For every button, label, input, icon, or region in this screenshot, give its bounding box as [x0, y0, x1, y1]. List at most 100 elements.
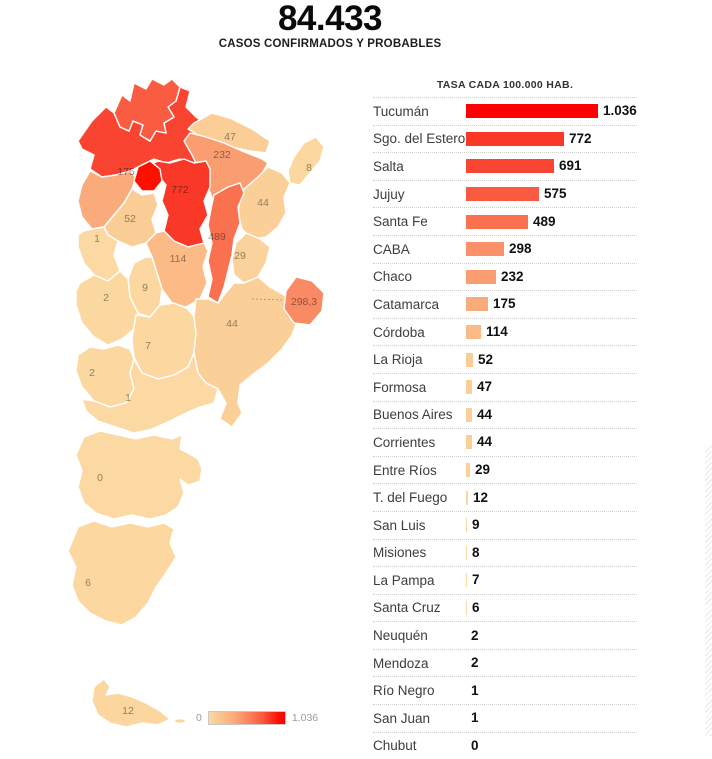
table-row: Formosa 47	[373, 372, 637, 401]
table-row: Jujuy 575	[373, 179, 637, 208]
rate-bar	[466, 352, 473, 367]
legend-min-label: 0	[196, 712, 202, 724]
table-row: Córdoba 114	[373, 317, 637, 346]
color-scale-legend: 0 1.036	[196, 711, 318, 725]
rate-value: 175	[493, 296, 516, 312]
table-row: La Rioja 52	[373, 345, 637, 373]
map-value-label-catamarca: 175	[117, 166, 135, 178]
province-label: Tucumán	[373, 103, 429, 119]
province-label: Santa Fe	[373, 214, 428, 230]
table-row: San Juan 1	[373, 704, 637, 732]
table-row: Sgo. del Estero 772	[373, 124, 637, 153]
rate-value: 52	[478, 351, 494, 367]
legend-gradient-bar	[207, 711, 286, 725]
rate-bar	[466, 518, 467, 533]
rate-value: 12	[473, 489, 489, 505]
rate-bar	[466, 242, 504, 257]
map-province-mendoza[interactable]	[75, 270, 139, 346]
province-label: San Juan	[373, 710, 431, 726]
map-value-label-sanjuan: 1	[94, 233, 100, 245]
total-cases-title: 84.433	[277, 0, 383, 38]
table-row: CABA 298	[373, 234, 637, 263]
rate-value: 1	[471, 682, 479, 698]
province-label: La Pampa	[373, 572, 435, 588]
rate-bar	[466, 490, 468, 505]
rate-bar	[466, 214, 528, 229]
rate-value: 6	[472, 599, 480, 615]
map-province-tdf[interactable]	[91, 678, 171, 728]
table-row: Tucumán 1.036	[373, 97, 637, 125]
table-row: Misiones 8	[373, 538, 637, 567]
map-province-tucuman[interactable]	[133, 160, 163, 192]
rate-value: 772	[569, 130, 592, 146]
map-province-entrerios[interactable]	[231, 232, 271, 284]
rate-bar	[466, 269, 496, 284]
rate-bar	[466, 325, 481, 340]
map-province-rionegro[interactable]	[81, 352, 219, 434]
province-label: Catamarca	[373, 296, 440, 312]
map-value-label-larioja: 52	[124, 213, 136, 225]
map-value-label-rionegro: 1	[125, 392, 131, 404]
rate-bar	[466, 407, 472, 422]
table-row: Chaco 232	[373, 262, 637, 291]
province-label: Entre Ríos	[373, 462, 437, 478]
map-value-label-chaco: 232	[213, 149, 231, 161]
province-label: Río Negro	[373, 683, 435, 699]
rate-bar	[466, 187, 539, 202]
province-label: La Rioja	[373, 352, 423, 368]
rate-bar	[466, 545, 467, 560]
map-value-label-neuquen: 2	[89, 367, 95, 379]
rate-value: 8	[472, 544, 480, 560]
rate-value: 114	[486, 324, 508, 340]
rate-value: 47	[477, 379, 493, 395]
province-label: Jujuy	[373, 186, 405, 202]
map-value-label-corrientes: 44	[257, 197, 269, 209]
rate-value: 232	[501, 268, 524, 284]
map-value-label-buenosaires: 44	[226, 318, 238, 330]
map-province-chubut[interactable]	[75, 430, 203, 520]
map-province-santiago[interactable]	[145, 158, 211, 248]
rate-value: 0	[471, 737, 479, 753]
map-province-santafe[interactable]	[207, 182, 245, 304]
table-row: Entre Ríos 29	[373, 455, 637, 484]
map-value-label-caba: 298,3	[291, 296, 317, 308]
table-row: Mendoza 2	[373, 648, 637, 677]
rate-bar	[466, 600, 467, 615]
rate-value: 2	[471, 627, 479, 643]
map-province-jujuy[interactable]	[113, 78, 181, 142]
province-label: Córdoba	[373, 324, 425, 340]
rate-bar	[466, 573, 467, 588]
map-value-label-santiago: 772	[171, 184, 189, 196]
rate-bar-chart: Tucumán 1.036 Sgo. del Estero 772 Salta 691 Ju…	[373, 97, 637, 759]
map-province-larioja[interactable]	[103, 188, 159, 248]
map-value-label-sanluis: 9	[142, 282, 148, 294]
rate-bar	[466, 159, 554, 174]
province-label: Chubut	[373, 738, 417, 754]
map-province-caba[interactable]	[283, 276, 325, 326]
province-label: Sgo. del Estero	[373, 131, 466, 147]
rate-value: 489	[533, 213, 556, 229]
rate-bar	[466, 104, 598, 119]
province-label: Formosa	[373, 379, 427, 395]
table-row: Santa Fe 489	[373, 207, 637, 235]
argentina-choropleth-map: 298,3 47 232 8 175 772 44 52 1 489 29 114 9 2 7 44 2 1 0 6 1…	[30, 75, 330, 735]
background-hatching	[705, 446, 712, 736]
table-row: Santa Cruz 6	[373, 593, 637, 622]
province-label: Buenos Aires	[373, 407, 453, 423]
rate-value: 44	[477, 434, 493, 450]
rate-bar	[466, 380, 472, 395]
rate-bar	[466, 435, 472, 450]
map-value-label-santafe: 489	[208, 231, 226, 243]
map-province-santacruz[interactable]	[67, 520, 177, 626]
islet-shape	[175, 719, 185, 723]
map-value-label-mendoza: 2	[103, 292, 109, 304]
map-province-misiones[interactable]	[287, 136, 325, 186]
rate-value: 44	[477, 406, 493, 422]
table-row: T. del Fuego 12	[373, 483, 637, 511]
map-value-label-tdf: 12	[122, 705, 134, 717]
rate-bar	[466, 463, 470, 478]
province-label: Mendoza	[373, 655, 429, 671]
map-value-label-misiones: 8	[306, 162, 312, 174]
province-label: CABA	[373, 241, 410, 257]
rate-value: 29	[475, 462, 491, 478]
